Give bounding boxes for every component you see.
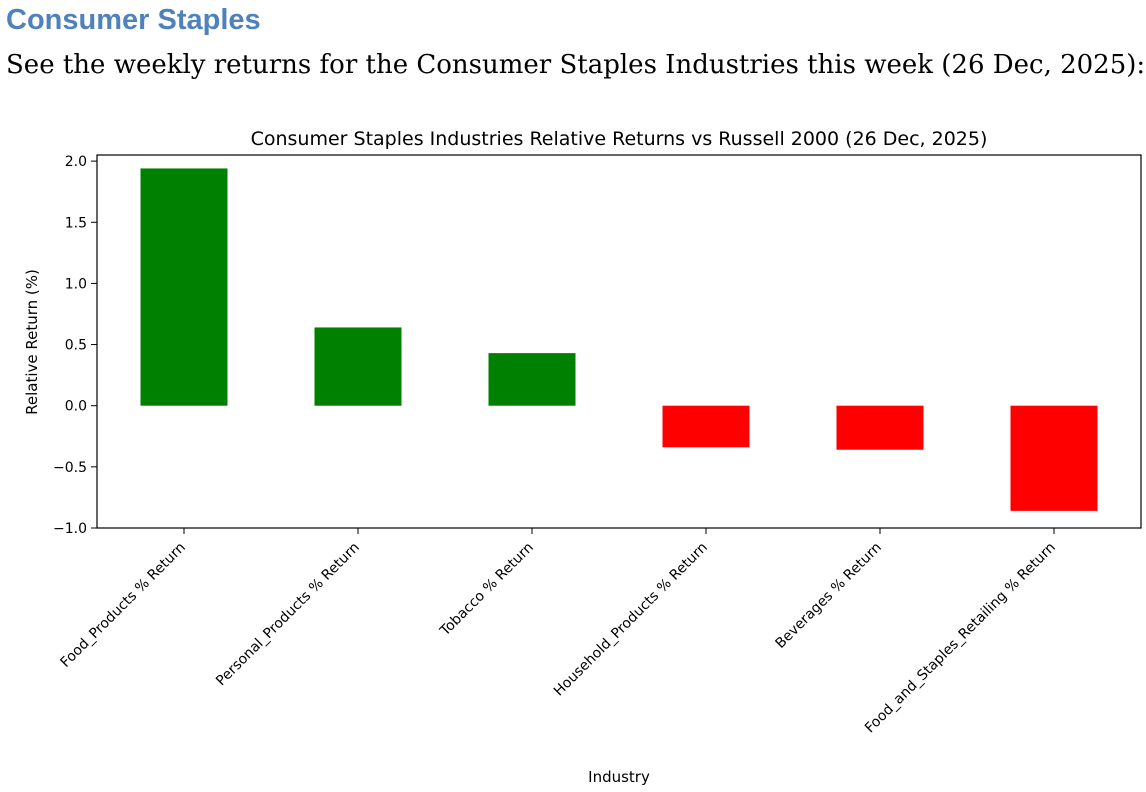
x-tick-label: Food_and_Staples_Retailing % Return (862, 540, 1059, 737)
bar-3 (488, 353, 576, 406)
plot-frame (96, 154, 1142, 529)
section-heading: Consumer Staples (6, 4, 261, 36)
y-tick-label: 0.0 (65, 399, 87, 415)
bars-layer (140, 168, 1098, 511)
bar-6 (1010, 405, 1098, 511)
bar-2 (314, 327, 402, 406)
bar-1 (140, 168, 228, 406)
section-intro: See the weekly returns for the Consumer … (6, 50, 1146, 80)
y-tick-label: 1.0 (65, 276, 87, 292)
y-axis: −1.0 −0.5 0.0 0.5 1.0 1.5 2.0 (53, 154, 97, 537)
y-tick-label: −1.0 (53, 521, 87, 537)
bar-5 (836, 405, 924, 450)
x-tick-label: Food_Products % Return (58, 540, 189, 671)
y-tick-label: −0.5 (53, 460, 87, 476)
y-tick-label: 1.5 (65, 215, 87, 231)
x-axis-label: Industry (588, 768, 650, 786)
y-axis-label: Relative Return (%) (23, 269, 41, 415)
x-tick-label: Household_Products % Return (551, 540, 711, 700)
y-tick-label: 2.0 (65, 154, 87, 170)
bar-4 (662, 405, 750, 448)
y-tick-label: 0.5 (65, 338, 87, 354)
x-tick-label: Tobacco % Return (437, 540, 537, 640)
x-axis: Food_Products % Return Personal_Products … (58, 528, 1059, 736)
x-tick-label: Personal_Products % Return (213, 540, 363, 690)
chart-title: Consumer Staples Industries Relative Ret… (251, 128, 988, 150)
x-tick-label: Beverages % Return (772, 540, 884, 652)
